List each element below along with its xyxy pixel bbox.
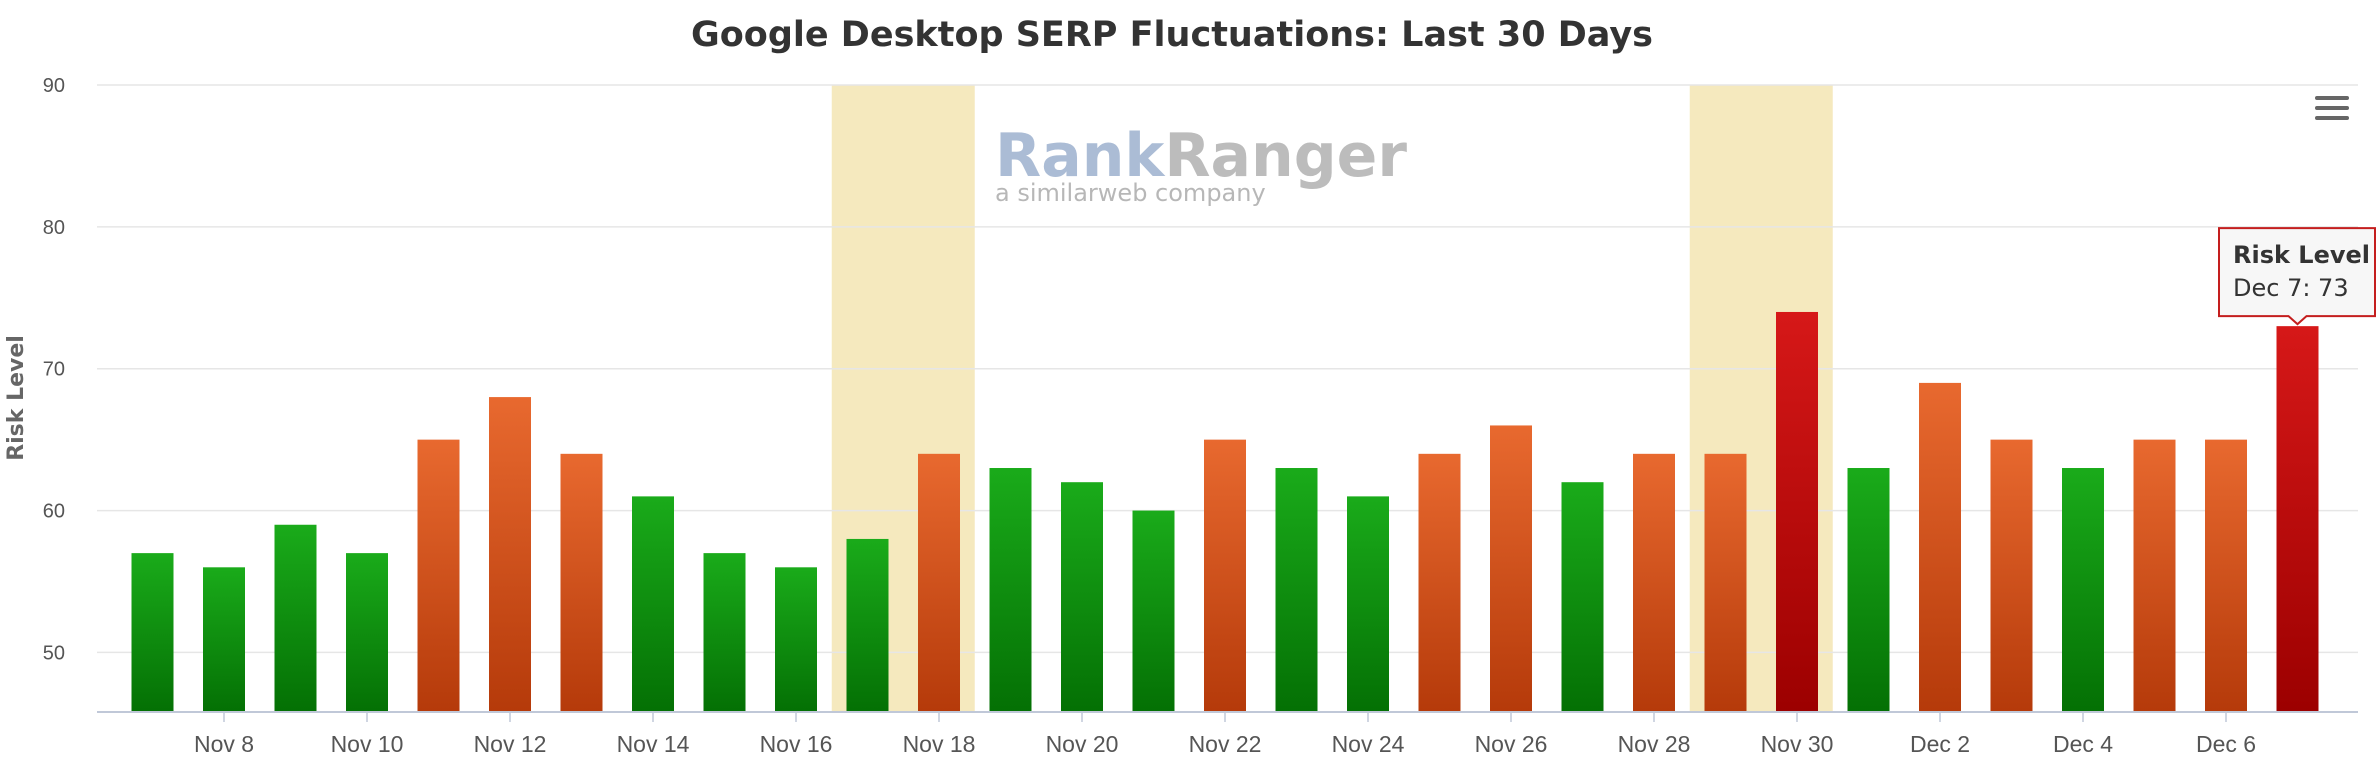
x-tick-label: Nov 22 (1189, 731, 1262, 757)
x-tick-label: Dec 6 (2196, 731, 2256, 757)
watermark-brand: RankRanger (995, 121, 1407, 191)
bar-nov-19[interactable] (989, 468, 1032, 712)
bar-nov-8[interactable] (203, 567, 245, 712)
chart-title: Google Desktop SERP Fluctuations: Last 3… (691, 15, 1653, 55)
tooltip-value: Dec 7: 73 (2233, 274, 2349, 302)
x-tick-label: Nov 10 (331, 731, 404, 757)
tooltip-box (2218, 227, 2376, 326)
bar-nov-28[interactable] (1633, 453, 1675, 712)
bar-nov-29[interactable] (1704, 453, 1747, 712)
tooltip: Risk Level Dec 7: 73 (2218, 227, 2376, 326)
bar-dec-3[interactable] (1990, 439, 2033, 712)
bar-nov-30[interactable] (1776, 311, 1818, 712)
x-tick-label: Nov 14 (617, 731, 690, 757)
y-tick-label: 90 (43, 75, 65, 97)
bar-nov-26[interactable] (1490, 425, 1532, 712)
bar-dec-5[interactable] (2133, 439, 2176, 712)
bar-nov-18[interactable] (918, 453, 960, 712)
x-tick-label: Nov 18 (903, 731, 976, 757)
bar-nov-7[interactable] (131, 553, 174, 712)
x-tick-label: Dec 4 (2053, 731, 2113, 757)
x-tick-label: Nov 20 (1046, 731, 1119, 757)
bar-nov-17[interactable] (846, 538, 889, 712)
x-tick-label: Nov 26 (1475, 731, 1548, 757)
y-axis-title: Risk Level (4, 335, 29, 461)
rankranger-watermark: RankRanger a similarweb company (995, 121, 1407, 207)
x-tick-label: Nov 8 (194, 731, 254, 757)
bar-nov-23[interactable] (1275, 468, 1318, 712)
bar-nov-27[interactable] (1561, 482, 1604, 712)
bar-nov-14[interactable] (632, 496, 674, 712)
bar-nov-12[interactable] (489, 397, 531, 712)
y-tick-label: 70 (43, 359, 65, 381)
bar-nov-22[interactable] (1204, 439, 1246, 712)
y-tick-label: 80 (43, 217, 65, 239)
watermark-tagline: a similarweb company (995, 179, 1266, 207)
bar-nov-24[interactable] (1347, 496, 1389, 712)
bar-nov-21[interactable] (1132, 510, 1175, 712)
bar-nov-9[interactable] (274, 524, 317, 712)
bar-nov-25[interactable] (1418, 453, 1461, 712)
bar-dec-6[interactable] (2205, 439, 2247, 712)
bar-dec-1[interactable] (1847, 468, 1890, 712)
bar-dec-4[interactable] (2062, 468, 2104, 712)
x-tick-label: Dec 2 (1910, 731, 1970, 757)
x-tick-label: Nov 24 (1332, 731, 1405, 757)
x-tick-label: Nov 30 (1761, 731, 1834, 757)
hamburger-menu-icon[interactable] (2300, 80, 2360, 130)
bar-nov-16[interactable] (775, 567, 817, 712)
bar-dec-7[interactable] (2276, 326, 2319, 712)
x-tick-label: Nov 28 (1618, 731, 1691, 757)
x-tick-label: Nov 16 (760, 731, 833, 757)
bar-nov-11[interactable] (417, 439, 460, 712)
bar-nov-13[interactable] (560, 453, 603, 712)
bar-nov-20[interactable] (1061, 482, 1103, 712)
tooltip-title: Risk Level (2233, 241, 2370, 269)
x-tick-label: Nov 12 (474, 731, 547, 757)
bar-dec-2[interactable] (1919, 382, 1961, 712)
y-tick-label: 60 (43, 501, 65, 523)
bar-nov-10[interactable] (346, 553, 388, 712)
y-tick-label: 50 (43, 642, 65, 664)
bar-nov-15[interactable] (703, 553, 746, 712)
